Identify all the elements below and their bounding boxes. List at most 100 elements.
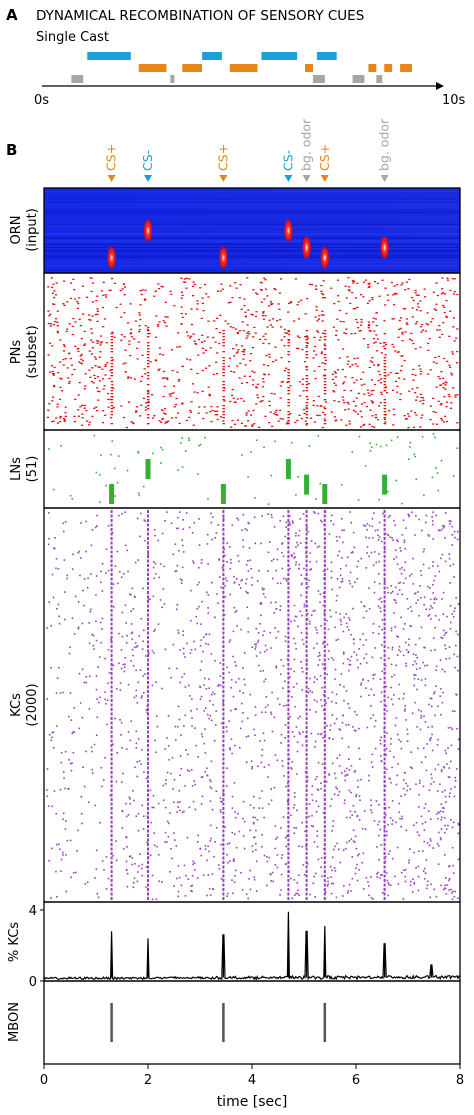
kc-spike bbox=[332, 848, 335, 851]
pn-spike bbox=[316, 320, 319, 322]
kc-spike bbox=[87, 577, 89, 580]
kc-spike bbox=[122, 772, 124, 775]
pn-spike bbox=[157, 283, 160, 285]
pn-spike bbox=[419, 426, 422, 428]
kc-spike bbox=[434, 575, 437, 577]
kc-spike bbox=[182, 647, 185, 650]
pn-spike bbox=[231, 394, 234, 397]
pct-kc-ytick-label: 4 bbox=[29, 904, 37, 919]
pn-spike bbox=[56, 332, 60, 334]
kc-spike bbox=[451, 846, 454, 849]
kc-spike bbox=[400, 740, 402, 743]
pn-spike bbox=[344, 376, 347, 378]
kc-spike bbox=[220, 586, 222, 589]
kc-spike bbox=[388, 883, 390, 886]
kc-spike bbox=[190, 889, 192, 892]
kc-spike bbox=[315, 800, 318, 802]
pn-spike bbox=[376, 338, 379, 340]
pn-spike bbox=[242, 330, 245, 332]
pn-spike bbox=[95, 300, 98, 302]
kc-spike bbox=[331, 588, 334, 591]
pn-spike bbox=[98, 380, 102, 382]
kc-spike bbox=[290, 554, 293, 556]
pn-response-spike bbox=[323, 339, 327, 341]
kc-spike bbox=[316, 546, 319, 549]
kc-spike bbox=[258, 797, 261, 799]
kc-spike bbox=[338, 728, 341, 730]
pn-spike bbox=[362, 424, 365, 426]
pn-spike bbox=[384, 304, 387, 306]
kc-spike bbox=[341, 577, 344, 580]
pn-spike bbox=[216, 418, 219, 421]
pn-spike bbox=[85, 409, 88, 412]
kc-spike bbox=[202, 650, 204, 653]
pn-spike bbox=[88, 424, 91, 426]
kc-spike bbox=[372, 564, 375, 567]
pn-spike bbox=[373, 383, 377, 386]
kc-spike bbox=[414, 660, 416, 663]
kc-spike bbox=[435, 895, 438, 898]
kc-spike bbox=[248, 522, 250, 525]
pn-spike bbox=[268, 404, 271, 407]
pn-spike bbox=[78, 318, 81, 320]
kc-spike bbox=[207, 607, 209, 609]
kc-spike bbox=[214, 841, 216, 843]
kc-spike bbox=[436, 565, 439, 567]
cs-plus-bar bbox=[138, 64, 167, 72]
pn-spike bbox=[456, 394, 459, 396]
kc-spike bbox=[155, 681, 157, 683]
kc-spike bbox=[83, 578, 86, 580]
kc-spike bbox=[296, 882, 299, 884]
pn-spike bbox=[189, 359, 192, 361]
pn-spike bbox=[368, 394, 371, 397]
pn-spike bbox=[354, 405, 357, 407]
pn-spike bbox=[281, 380, 284, 383]
pn-spike bbox=[143, 368, 146, 370]
kc-spike bbox=[99, 821, 101, 824]
kc-spike bbox=[235, 846, 238, 849]
pn-response-spike bbox=[222, 363, 225, 365]
kc-spike bbox=[210, 521, 213, 524]
ln-spike bbox=[396, 436, 399, 439]
pn-spike bbox=[442, 382, 445, 385]
pn-spike bbox=[394, 380, 398, 383]
kc-spike bbox=[210, 719, 213, 722]
kc-spike bbox=[415, 662, 418, 665]
kc-spike bbox=[268, 541, 271, 543]
kc-spike bbox=[358, 795, 361, 797]
kc-spike bbox=[457, 738, 460, 741]
pn-spike bbox=[81, 413, 84, 415]
kc-spike bbox=[199, 698, 202, 701]
kc-spike bbox=[135, 742, 138, 745]
pn-spike bbox=[247, 410, 250, 412]
kc-spike bbox=[136, 645, 139, 647]
kc-spike bbox=[354, 811, 356, 813]
kc-spike bbox=[330, 576, 333, 579]
pn-spike bbox=[445, 401, 449, 403]
kc-spike bbox=[380, 874, 382, 876]
kc-spike bbox=[352, 607, 354, 610]
kc-spike bbox=[442, 629, 445, 632]
pn-spike bbox=[298, 414, 301, 416]
pn-spike bbox=[191, 295, 195, 297]
pn-spike bbox=[52, 420, 55, 422]
kc-spike bbox=[422, 747, 425, 749]
kc-spike bbox=[251, 584, 253, 586]
kc-spike bbox=[414, 674, 417, 676]
kc-spike bbox=[261, 515, 263, 517]
kc-spike bbox=[314, 542, 317, 545]
kc-spike bbox=[380, 657, 382, 659]
ln-spike bbox=[95, 471, 98, 474]
kc-spike bbox=[83, 681, 86, 684]
kc-spike bbox=[266, 649, 268, 651]
kc-spike bbox=[229, 593, 231, 596]
pn-spike bbox=[251, 384, 255, 386]
pn-spike bbox=[375, 324, 378, 327]
pn-spike bbox=[260, 289, 263, 291]
pn-spike bbox=[363, 281, 366, 283]
kc-spike bbox=[341, 895, 344, 897]
pn-response-spike bbox=[222, 375, 225, 377]
kc-spike bbox=[72, 751, 75, 754]
kc-spike bbox=[282, 555, 285, 558]
kc-spike bbox=[312, 882, 314, 885]
